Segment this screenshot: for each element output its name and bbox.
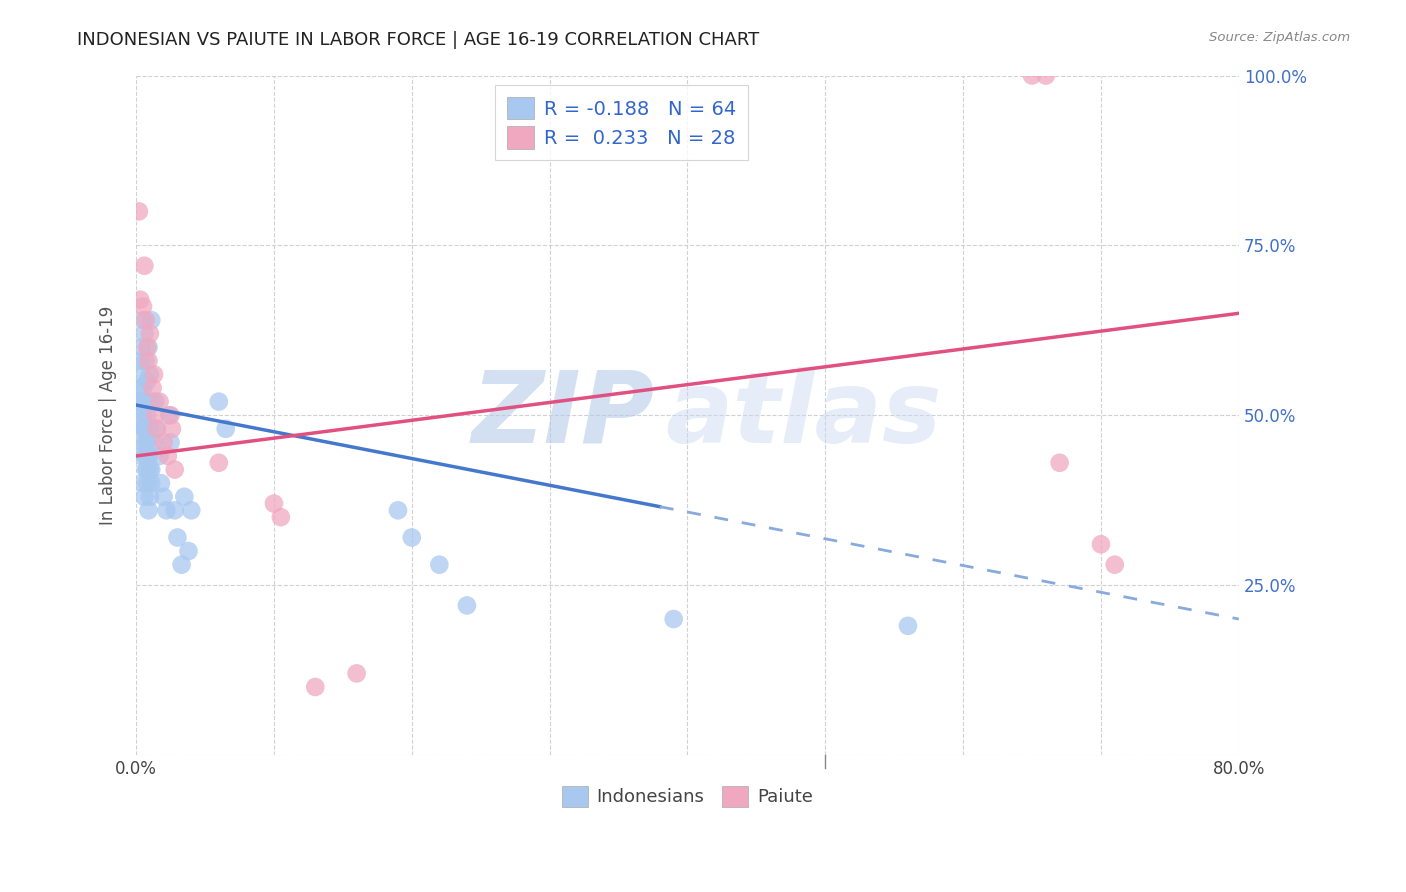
Point — [304, 680, 326, 694]
Point — [132, 381, 155, 395]
Point — [138, 340, 160, 354]
Point — [159, 408, 181, 422]
Point — [129, 354, 152, 368]
Point — [128, 394, 150, 409]
Point — [148, 449, 170, 463]
Point — [142, 394, 165, 409]
Point — [141, 313, 163, 327]
Point — [132, 313, 155, 327]
Point — [138, 449, 160, 463]
Point — [131, 394, 153, 409]
Point — [141, 462, 163, 476]
Point — [143, 368, 166, 382]
Point — [135, 313, 157, 327]
Point — [387, 503, 409, 517]
Point — [159, 435, 181, 450]
Point — [134, 490, 156, 504]
Point — [139, 462, 162, 476]
Point — [208, 456, 231, 470]
Point — [129, 381, 152, 395]
Point — [170, 558, 193, 572]
Text: Source: ZipAtlas.com: Source: ZipAtlas.com — [1209, 31, 1350, 45]
Point — [134, 422, 156, 436]
Point — [149, 476, 172, 491]
Point — [135, 435, 157, 450]
Point — [1035, 69, 1057, 83]
Point — [131, 449, 153, 463]
Point — [134, 326, 156, 341]
Point — [134, 422, 156, 436]
Point — [143, 435, 166, 450]
Point — [145, 408, 167, 422]
Point — [135, 394, 157, 409]
Point — [145, 394, 167, 409]
Point — [1049, 456, 1071, 470]
Point — [129, 293, 152, 307]
Point — [152, 490, 174, 504]
Point — [157, 408, 180, 422]
Point — [135, 462, 157, 476]
Point — [146, 422, 169, 436]
Point — [131, 368, 153, 382]
Point — [136, 408, 159, 422]
Point — [139, 490, 162, 504]
Point — [180, 503, 202, 517]
Point — [136, 476, 159, 491]
Point — [132, 408, 155, 422]
Point — [270, 510, 292, 524]
Point — [131, 340, 153, 354]
Point — [141, 476, 163, 491]
Point — [128, 204, 150, 219]
Point — [163, 462, 186, 476]
Point — [139, 422, 162, 436]
Point — [136, 435, 159, 450]
Point — [146, 422, 169, 436]
Point — [138, 449, 160, 463]
Point — [897, 619, 920, 633]
Point — [135, 449, 157, 463]
Point — [208, 394, 231, 409]
Point — [139, 326, 162, 341]
Point — [160, 422, 183, 436]
Point — [138, 354, 160, 368]
Y-axis label: In Labor Force | Age 16-19: In Labor Force | Age 16-19 — [100, 306, 117, 524]
Point — [139, 368, 162, 382]
Point — [427, 558, 450, 572]
Legend: Indonesians, Paiute: Indonesians, Paiute — [555, 779, 820, 814]
Point — [136, 374, 159, 388]
Text: INDONESIAN VS PAIUTE IN LABOR FORCE | AGE 16-19 CORRELATION CHART: INDONESIAN VS PAIUTE IN LABOR FORCE | AG… — [77, 31, 759, 49]
Point — [132, 476, 155, 491]
Point — [132, 300, 155, 314]
Point — [142, 381, 165, 395]
Point — [148, 394, 170, 409]
Point — [177, 544, 200, 558]
Point — [138, 503, 160, 517]
Point — [456, 599, 478, 613]
Point — [163, 503, 186, 517]
Point — [135, 354, 157, 368]
Text: atlas: atlas — [665, 367, 942, 464]
Point — [156, 449, 179, 463]
Point — [1090, 537, 1112, 551]
Point — [166, 531, 188, 545]
Point — [132, 435, 155, 450]
Point — [134, 259, 156, 273]
Point — [263, 496, 285, 510]
Point — [1104, 558, 1126, 572]
Point — [401, 531, 423, 545]
Point — [136, 340, 159, 354]
Point — [134, 422, 156, 436]
Point — [138, 449, 160, 463]
Point — [346, 666, 368, 681]
Point — [136, 462, 159, 476]
Point — [155, 503, 177, 517]
Point — [1021, 69, 1043, 83]
Point — [662, 612, 685, 626]
Text: ZIP: ZIP — [471, 367, 654, 464]
Point — [152, 435, 174, 450]
Point — [173, 490, 195, 504]
Point — [129, 408, 152, 422]
Point — [215, 422, 238, 436]
